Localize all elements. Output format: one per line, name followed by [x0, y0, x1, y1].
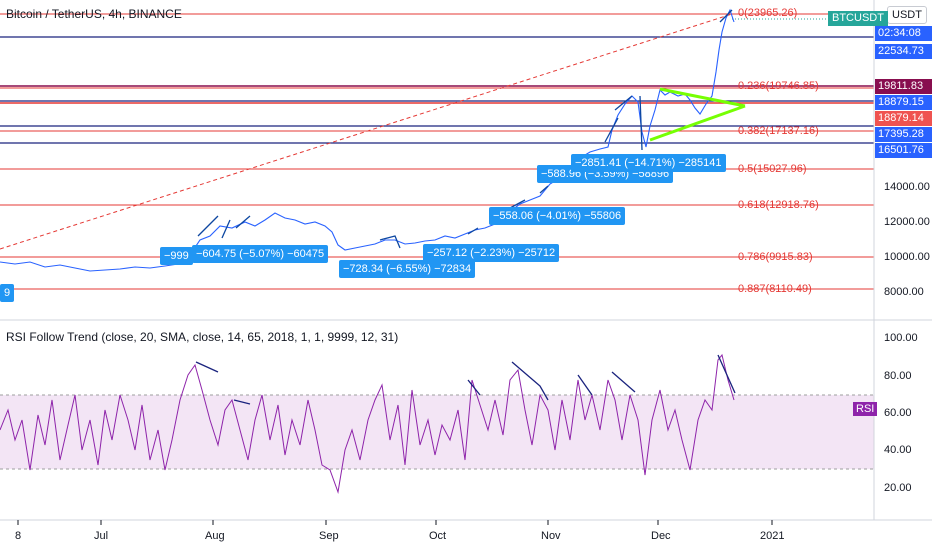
time-axis-label: Sep [319, 530, 339, 542]
fib-label: 0.618(12918.76) [738, 199, 819, 211]
rsi-axis-tick: 80.00 [884, 370, 912, 382]
rsi-axis-tick: 100.00 [884, 332, 918, 344]
chart-title: Bitcoin / TetherUS, 4h, BINANCE [6, 7, 182, 21]
time-axis-label: Jul [94, 530, 109, 542]
dashed-trend-line[interactable] [0, 13, 733, 250]
price-label-17395: 17395.28 [875, 127, 932, 142]
fib-label: 0.786(9915.83) [738, 251, 813, 263]
price-axis-tick: 10000.00 [884, 251, 930, 263]
fib-label: 0.5(15027.96) [738, 163, 807, 175]
rsi-axis-tick: 60.00 [884, 407, 912, 419]
measure-callout[interactable]: −257.12 (−2.23%) −25712 [423, 244, 560, 262]
rsi-axis-tick: 40.00 [884, 444, 912, 456]
time-ticks [17, 520, 773, 525]
measure-callout[interactable]: −728.34 (−6.55%) −72834 [339, 260, 476, 278]
price-axis-tick: 14000.00 [884, 181, 930, 193]
measure-callout[interactable]: 9 [0, 284, 15, 302]
price-label-18879-blue: 18879.15 [875, 95, 932, 110]
price-axis-tick: 8000.00 [884, 286, 924, 298]
time-axis-label: Dec [651, 530, 671, 542]
price-axis-tick: 12000.00 [884, 216, 930, 228]
time-axis-label: Oct [429, 530, 447, 542]
rsi-swing-markers [195, 354, 736, 405]
rsi-value-tag: RSI [853, 402, 878, 416]
rsi-axis-tick: 20.00 [884, 482, 912, 494]
measure-callout[interactable]: −604.75 (−5.07%) −60475 [192, 245, 329, 263]
fib-label: 0(23965.26) [738, 7, 798, 19]
measure-callout[interactable]: −2851.41 (−14.71%) −285141 [571, 154, 726, 172]
time-axis-label: 2021 [760, 530, 785, 542]
price-label-19811: 19811.83 [875, 79, 932, 94]
measure-callout[interactable]: −999 [160, 247, 193, 265]
measure-callout[interactable]: −558.06 (−4.01%) −55806 [489, 207, 626, 225]
fib-label: 0.887(8110.49) [738, 283, 812, 295]
time-axis-label: Aug [205, 530, 225, 542]
price-label-18879-red: 18879.14 [875, 111, 932, 126]
time-axis-label: Nov [541, 530, 561, 542]
countdown-label: 02:34:08 [875, 26, 932, 41]
currency-button[interactable]: USDT [887, 6, 927, 24]
level-lines [0, 13, 874, 290]
time-axis-label: 8 [15, 530, 22, 542]
symbol-price-tag: BTCUSDT [828, 11, 888, 26]
rsi-title: RSI Follow Trend (close, 20, SMA, close,… [6, 330, 399, 344]
fib-label: 0.236(19746.85) [738, 80, 819, 92]
triangle-pattern[interactable] [649, 87, 746, 142]
swing-markers [197, 9, 733, 249]
rsi-series [0, 353, 735, 494]
price-label-22534: 22534.73 [875, 44, 932, 59]
fib-label: 0.382(17137.16) [738, 125, 819, 137]
price-label-16501: 16501.76 [875, 143, 932, 158]
